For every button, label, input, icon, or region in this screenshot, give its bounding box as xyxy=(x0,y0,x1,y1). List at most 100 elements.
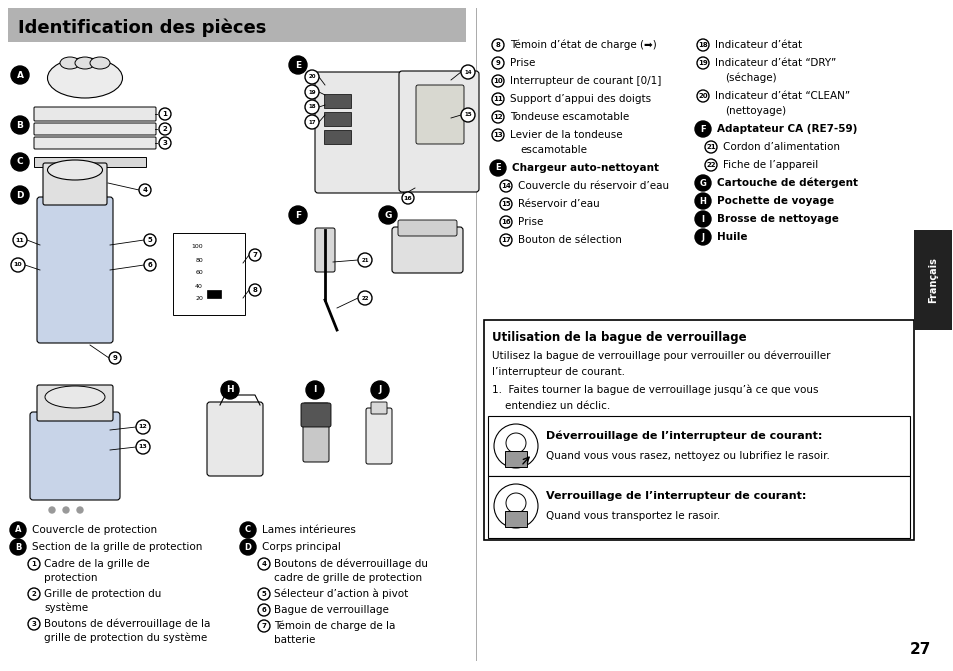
Text: Français: Français xyxy=(927,257,937,303)
Ellipse shape xyxy=(60,57,80,69)
FancyBboxPatch shape xyxy=(30,412,120,500)
FancyBboxPatch shape xyxy=(913,230,951,330)
Text: grille de protection du système: grille de protection du système xyxy=(44,633,207,643)
FancyBboxPatch shape xyxy=(301,403,331,427)
Text: 21: 21 xyxy=(705,144,715,150)
Text: 22: 22 xyxy=(705,162,715,168)
Circle shape xyxy=(499,216,512,228)
Text: 15: 15 xyxy=(500,201,510,207)
Text: Cartouche de détergent: Cartouche de détergent xyxy=(717,178,857,189)
Text: 7: 7 xyxy=(261,623,266,629)
Circle shape xyxy=(28,558,40,570)
Text: (nettoyage): (nettoyage) xyxy=(724,106,785,116)
Circle shape xyxy=(10,522,26,538)
Text: 9: 9 xyxy=(112,355,117,361)
Text: Section de la grille de protection: Section de la grille de protection xyxy=(32,542,202,552)
Circle shape xyxy=(11,153,29,171)
FancyBboxPatch shape xyxy=(324,94,351,108)
Text: protection: protection xyxy=(44,573,97,583)
Text: Adaptateur CA (RE7-59): Adaptateur CA (RE7-59) xyxy=(717,124,857,134)
Text: l’interrupteur de courant.: l’interrupteur de courant. xyxy=(492,367,624,377)
Circle shape xyxy=(11,116,29,134)
Circle shape xyxy=(144,259,156,271)
Circle shape xyxy=(257,588,270,600)
Text: système: système xyxy=(44,603,88,613)
Ellipse shape xyxy=(90,57,110,69)
Circle shape xyxy=(306,381,324,399)
Text: 12: 12 xyxy=(138,425,147,429)
Circle shape xyxy=(505,493,525,513)
Text: H: H xyxy=(226,386,233,395)
Text: C: C xyxy=(16,158,23,166)
Circle shape xyxy=(11,66,29,84)
Text: 12: 12 xyxy=(493,114,502,120)
Text: Témoin d’état de charge (➡): Témoin d’état de charge (➡) xyxy=(510,40,656,50)
Text: Pochette de voyage: Pochette de voyage xyxy=(717,196,833,206)
Text: 20: 20 xyxy=(195,297,203,301)
Text: 8: 8 xyxy=(495,42,500,48)
Text: 11: 11 xyxy=(493,96,502,102)
Circle shape xyxy=(357,253,372,267)
Text: C: C xyxy=(245,525,251,535)
Circle shape xyxy=(695,229,710,245)
Text: Indicateur d’état “DRY”: Indicateur d’état “DRY” xyxy=(714,58,836,68)
Text: 7: 7 xyxy=(253,252,257,258)
Circle shape xyxy=(695,193,710,209)
Text: 100: 100 xyxy=(192,244,203,250)
FancyBboxPatch shape xyxy=(483,320,913,540)
Circle shape xyxy=(305,85,318,99)
Circle shape xyxy=(289,56,307,74)
Text: Identification des pièces: Identification des pièces xyxy=(18,19,266,38)
Text: Cordon d’alimentation: Cordon d’alimentation xyxy=(722,142,840,152)
Text: Bague de verrouillage: Bague de verrouillage xyxy=(274,605,389,615)
Text: G: G xyxy=(384,211,392,219)
Circle shape xyxy=(305,70,318,84)
Circle shape xyxy=(159,137,171,149)
Circle shape xyxy=(63,507,69,513)
Circle shape xyxy=(13,233,27,247)
Text: I: I xyxy=(313,386,316,395)
Circle shape xyxy=(490,160,505,176)
FancyBboxPatch shape xyxy=(371,402,387,414)
Text: 18: 18 xyxy=(308,105,315,109)
Text: A: A xyxy=(14,525,21,535)
FancyBboxPatch shape xyxy=(172,233,245,315)
Text: J: J xyxy=(700,232,703,242)
Text: 11: 11 xyxy=(15,238,25,242)
Circle shape xyxy=(305,100,318,114)
Text: 17: 17 xyxy=(500,237,511,243)
Text: batterie: batterie xyxy=(274,635,315,645)
Ellipse shape xyxy=(45,386,105,408)
Circle shape xyxy=(144,234,156,246)
Text: Grille de protection du: Grille de protection du xyxy=(44,589,161,599)
Text: Couvercle de protection: Couvercle de protection xyxy=(32,525,157,535)
Circle shape xyxy=(492,57,503,69)
Text: 14: 14 xyxy=(500,183,511,189)
Text: Lames intérieures: Lames intérieures xyxy=(262,525,355,535)
Circle shape xyxy=(492,111,503,123)
Text: F: F xyxy=(700,125,705,134)
FancyBboxPatch shape xyxy=(314,228,335,272)
Text: 14: 14 xyxy=(464,70,472,74)
Circle shape xyxy=(28,618,40,630)
Circle shape xyxy=(289,206,307,224)
FancyBboxPatch shape xyxy=(324,130,351,144)
FancyBboxPatch shape xyxy=(416,85,463,144)
Text: Levier de la tondeuse: Levier de la tondeuse xyxy=(510,130,622,140)
Circle shape xyxy=(492,75,503,87)
Text: Sélecteur d’action à pivot: Sélecteur d’action à pivot xyxy=(274,588,408,599)
Circle shape xyxy=(499,180,512,192)
Circle shape xyxy=(257,558,270,570)
Circle shape xyxy=(136,440,150,454)
Text: 5: 5 xyxy=(261,591,266,597)
Text: 27: 27 xyxy=(908,643,930,658)
Text: Indicateur d’état “CLEAN”: Indicateur d’état “CLEAN” xyxy=(714,91,849,101)
Text: 40: 40 xyxy=(195,284,203,289)
Circle shape xyxy=(704,159,717,171)
Circle shape xyxy=(136,420,150,434)
FancyBboxPatch shape xyxy=(34,107,156,121)
Text: 5: 5 xyxy=(148,237,152,243)
Text: Couvercle du réservoir d’eau: Couvercle du réservoir d’eau xyxy=(517,181,668,191)
Text: (séchage): (séchage) xyxy=(724,72,776,83)
Text: 60: 60 xyxy=(195,270,203,276)
